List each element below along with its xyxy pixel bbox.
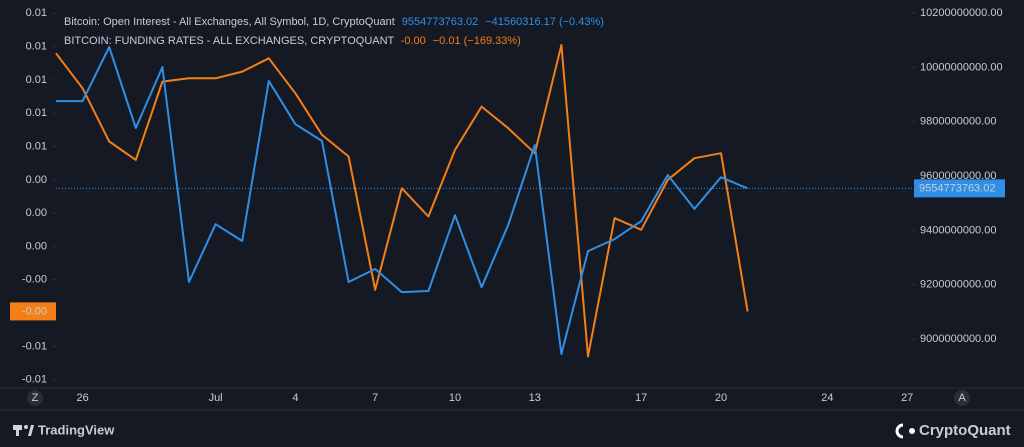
y-tick-label: 0.01 [26,7,47,19]
x-tick-label: 27 [901,392,913,404]
legend-last-label: 9554773763.02 [402,16,478,28]
legend-name: Bitcoin: Open Interest - All Exchanges, … [64,16,395,28]
y2-tick-label: 9800000000.00 [920,116,996,128]
x-tick-label: 20 [715,392,727,404]
y2-tick-label: 9600000000.00 [920,170,996,182]
last-value-box [10,302,56,321]
scale-button-label[interactable]: Z [32,392,39,404]
cryptoquant-logo [895,423,915,439]
y2-tick-label: 9000000000.00 [920,333,996,345]
y-tick-label: 0.01 [26,140,47,152]
x-tick-label: 24 [821,392,833,404]
last-value-label: 9554773763.02 [919,182,995,194]
y-tick-label: 0.01 [26,41,47,53]
x-tick-label: 4 [292,392,298,404]
legend-entry: BITCOIN: FUNDING RATES - ALL EXCHANGES, … [64,35,521,47]
scale-button[interactable] [27,390,43,406]
series-line [56,46,748,355]
x-tick-label: 17 [635,392,647,404]
x-tick-label: Jul [209,392,223,404]
last-value-label: -0.00 [22,305,47,317]
source: CryptoQuant [919,422,1011,439]
y2-tick-label: 10200000000.00 [920,7,1003,19]
y-tick-label: 0.01 [26,107,47,119]
scale-button[interactable] [954,390,970,406]
y-tick-label: 0.01 [26,74,47,86]
y-tick-label: 0.00 [26,207,47,219]
y2-tick-label: 10000000000.00 [920,61,1003,73]
y-tick-label: 0.00 [26,174,47,186]
legend-change-label: −0.01 (−169.33%) [433,35,521,47]
legend-change-label: −41560316.17 (−0.43%) [485,16,604,28]
legend-last-label: -0.00 [401,35,426,47]
y-tick-label: -0.00 [22,274,47,286]
y-tick-label: 0.00 [26,240,47,252]
tradingview-logo [13,425,34,436]
y-tick-label: -0.01 [22,340,47,352]
x-tick-label: 10 [449,392,461,404]
y2-tick-label: 9400000000.00 [920,224,996,236]
y2-tick-label: 9200000000.00 [920,279,996,291]
x-tick-label: 13 [529,392,541,404]
legend-name: BITCOIN: FUNDING RATES - ALL EXCHANGES, … [64,35,395,47]
x-tick-label: 26 [76,392,88,404]
x-tick-label: 7 [372,392,378,404]
brand: TradingView [38,422,115,437]
last-value-box [914,179,1005,198]
legend-entry: Bitcoin: Open Interest - All Exchanges, … [64,16,604,28]
scale-button-label[interactable]: A [958,392,966,404]
y-tick-label: -0.01 [22,374,47,386]
